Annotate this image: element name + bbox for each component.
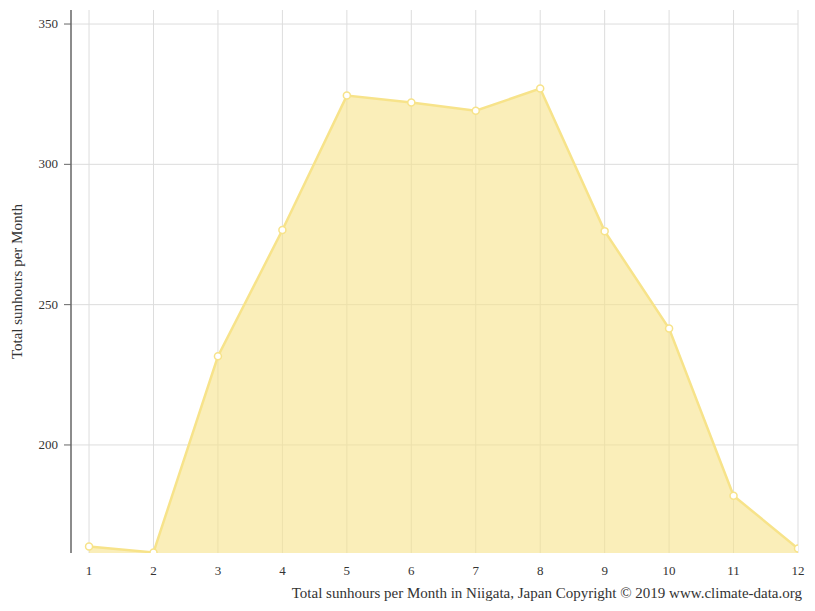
x-tick-label: 5 [344,563,351,578]
y-axis-label: Total sunhours per Month [9,203,25,359]
x-grid [153,10,154,553]
x-grid [733,10,734,553]
marker [601,228,608,235]
marker [795,545,799,552]
y-tick-label: 350 [39,16,59,31]
marker [343,92,350,99]
x-grid [89,10,90,553]
x-tick-label: 11 [727,563,740,578]
marker [279,227,286,234]
x-grid [798,10,799,553]
y-tick [64,24,71,25]
x-tick-label: 9 [601,563,608,578]
marker [214,353,221,360]
marker [666,325,673,332]
chart: 200250300350123456789101112Total sunhour… [0,0,815,611]
x-tick-label: 1 [86,563,93,578]
y-axis [70,10,72,553]
line [89,89,798,553]
y-tick [64,444,71,445]
marker [472,107,479,114]
y-tick-label: 250 [39,297,59,312]
marker [408,99,415,106]
y-tick-label: 200 [39,437,59,452]
x-tick-label: 8 [537,563,544,578]
marker [730,492,737,499]
x-tick-label: 12 [792,563,805,578]
y-tick [64,164,71,165]
x-tick-label: 3 [215,563,222,578]
y-tick-label: 300 [39,156,59,171]
x-tick-label: 4 [279,563,286,578]
y-tick [64,304,71,305]
marker [537,85,544,92]
x-tick-label: 7 [472,563,479,578]
x-tick-label: 6 [408,563,415,578]
x-tick-label: 2 [150,563,157,578]
marker [86,543,93,550]
x-axis-label: Total sunhours per Month in Niigata, Jap… [292,585,803,601]
plot-area [86,85,798,553]
x-tick-label: 10 [663,563,676,578]
marker [150,549,157,553]
area-fill [89,89,798,553]
y-grid [71,24,798,25]
